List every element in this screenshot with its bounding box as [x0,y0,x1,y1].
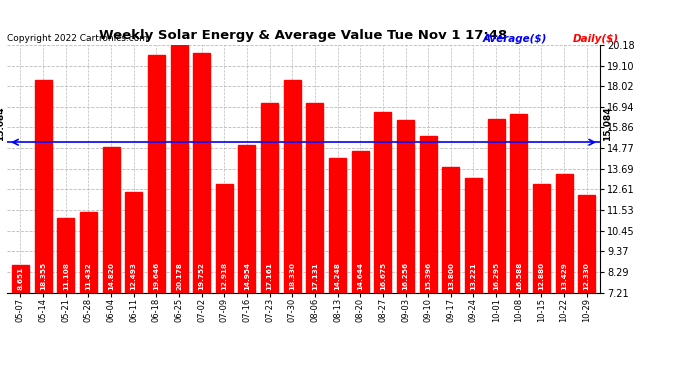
Text: 16.256: 16.256 [402,261,408,290]
Bar [284,80,301,292]
Text: 12.918: 12.918 [221,262,227,290]
Text: 13.429: 13.429 [561,262,567,290]
Text: 14.820: 14.820 [108,262,114,290]
Text: 12.493: 12.493 [130,262,137,290]
Bar [533,184,550,292]
Text: 15.396: 15.396 [425,261,431,290]
Text: 18.355: 18.355 [40,261,46,290]
Text: Average($): Average($) [483,34,547,44]
Bar [80,212,97,292]
Bar [352,151,368,292]
Text: 11.108: 11.108 [63,262,69,290]
Title: Weekly Solar Energy & Average Value Tue Nov 1 17:48: Weekly Solar Energy & Average Value Tue … [99,30,508,42]
Text: 8.651: 8.651 [17,267,23,290]
Text: 20.178: 20.178 [176,262,182,290]
Text: 16.295: 16.295 [493,261,499,290]
Text: 16.675: 16.675 [380,261,386,290]
Bar [511,114,527,292]
Text: 12.880: 12.880 [538,262,544,290]
Text: 15.084: 15.084 [602,106,611,141]
Text: 19.752: 19.752 [199,262,205,290]
Bar [57,218,75,292]
Text: 14.954: 14.954 [244,262,250,290]
Bar [12,265,29,292]
Text: 15.084: 15.084 [0,106,5,141]
Text: 11.432: 11.432 [86,262,92,290]
Text: 13.800: 13.800 [448,262,454,290]
Bar [578,195,595,292]
Bar [397,120,414,292]
Text: 18.330: 18.330 [289,262,295,290]
Text: 17.161: 17.161 [266,262,273,290]
Text: Daily($): Daily($) [573,34,619,44]
Text: 19.646: 19.646 [153,261,159,290]
Text: 14.644: 14.644 [357,262,363,290]
Text: 12.330: 12.330 [584,262,590,290]
Text: 14.248: 14.248 [335,262,341,290]
Bar [329,158,346,292]
Bar [34,80,52,292]
Bar [442,167,460,292]
Text: Copyright 2022 Cartronics.com: Copyright 2022 Cartronics.com [7,34,148,43]
Bar [148,55,165,292]
Bar [555,174,573,292]
Text: 16.588: 16.588 [515,261,522,290]
Bar [261,103,278,292]
Bar [170,45,188,292]
Bar [216,184,233,292]
Bar [420,136,437,292]
Bar [465,178,482,292]
Bar [193,53,210,292]
Text: 13.221: 13.221 [471,262,477,290]
Bar [239,145,255,292]
Bar [488,119,504,292]
Text: 17.131: 17.131 [312,262,318,290]
Bar [126,192,142,292]
Bar [306,103,324,292]
Bar [375,112,391,292]
Bar [103,147,119,292]
